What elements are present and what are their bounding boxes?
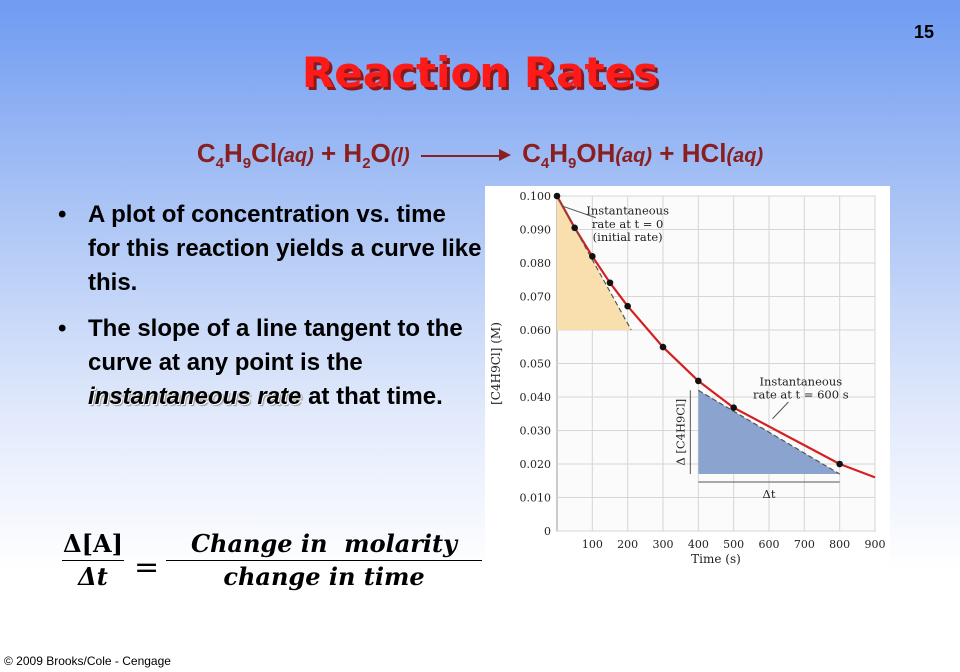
y-axis-label: [C4H9Cl] (M) xyxy=(489,322,503,405)
lhs-fraction: Δ[A] Δt xyxy=(62,529,124,591)
annotation-text: Instantaneous xyxy=(759,374,842,388)
copyright-text: © 2009 Brooks/Cole - Cengage xyxy=(4,654,171,668)
annotation-text: rate at t = 600 s xyxy=(753,388,849,402)
y-tick-label: 0.030 xyxy=(520,425,552,438)
bullet-item: The slope of a line tangent to the curve… xyxy=(58,312,483,414)
x-axis-label: Time (s) xyxy=(691,552,741,566)
x-tick-label: 700 xyxy=(794,538,815,551)
slide-number: 15 xyxy=(913,22,934,42)
concentration-curve xyxy=(556,195,876,479)
x-tick-label: 100 xyxy=(582,538,603,551)
slide-title: Reaction Rates xyxy=(301,48,659,97)
concentration-time-chart: 0 0.010 0.020 0.030 0.040 0.050 0.060 0.070 0.08… xyxy=(485,186,890,566)
y-tick-label: 0.070 xyxy=(520,291,552,304)
annotation-pointer xyxy=(562,205,597,219)
y-tick-label: 0.020 xyxy=(520,458,552,471)
data-point xyxy=(589,253,596,260)
initial-tangent-line xyxy=(556,195,632,331)
x-tick-label: 200 xyxy=(617,538,638,551)
y-tick-label: 0.090 xyxy=(520,224,552,237)
emphasis-text: instantaneous rate xyxy=(88,383,302,410)
bullet-item: A plot of concentration vs. time for thi… xyxy=(58,198,483,300)
x-tick-label: 600 xyxy=(759,538,780,551)
y-tick-label: 0.010 xyxy=(520,492,552,505)
x-tick-label: 800 xyxy=(829,538,850,551)
y-tick-label: 0 xyxy=(544,525,551,538)
initial-rate-triangle xyxy=(557,196,632,330)
data-point xyxy=(836,460,843,468)
delta-t-label: Δt xyxy=(763,487,776,501)
x-tick-label: 300 xyxy=(653,538,674,551)
data-point xyxy=(553,192,561,200)
y-tick-label: 0.100 xyxy=(520,190,552,203)
y-tick-label: 0.050 xyxy=(520,358,552,371)
rhs-fraction: Change in molarity change in time xyxy=(166,528,482,593)
data-point xyxy=(730,404,737,412)
x-tick-label: 400 xyxy=(688,538,709,551)
data-point xyxy=(606,279,614,287)
annotation-text: (initial rate) xyxy=(593,230,663,244)
reaction-equation: C4H9Cl(aq) + H2O(l) C4H9OH(aq) + HCl(aq) xyxy=(196,138,764,173)
y-tick-label: 0.040 xyxy=(520,391,552,404)
annotation-pointer xyxy=(772,401,789,420)
equals-sign: = xyxy=(134,550,160,585)
data-point xyxy=(659,343,667,351)
y-tick-label: 0.080 xyxy=(520,257,552,270)
bullet-list: A plot of concentration vs. time for thi… xyxy=(58,198,483,426)
chart-svg: 0 0.010 0.020 0.030 0.040 0.050 0.060 0.070 0.08… xyxy=(489,190,886,566)
annotation-text: Instantaneous xyxy=(586,203,669,217)
x-tick-label: 900 xyxy=(865,538,886,551)
data-point xyxy=(624,302,631,310)
data-point xyxy=(571,224,578,232)
delta-conc-label: Δ [C4H9Cl] xyxy=(673,399,687,466)
x-tick-label: 500 xyxy=(723,538,744,551)
y-tick-label: 0.060 xyxy=(520,324,552,337)
annotation-text: rate at t = 0 xyxy=(592,217,663,231)
data-point xyxy=(695,377,702,385)
tangent-600-line xyxy=(698,389,840,475)
